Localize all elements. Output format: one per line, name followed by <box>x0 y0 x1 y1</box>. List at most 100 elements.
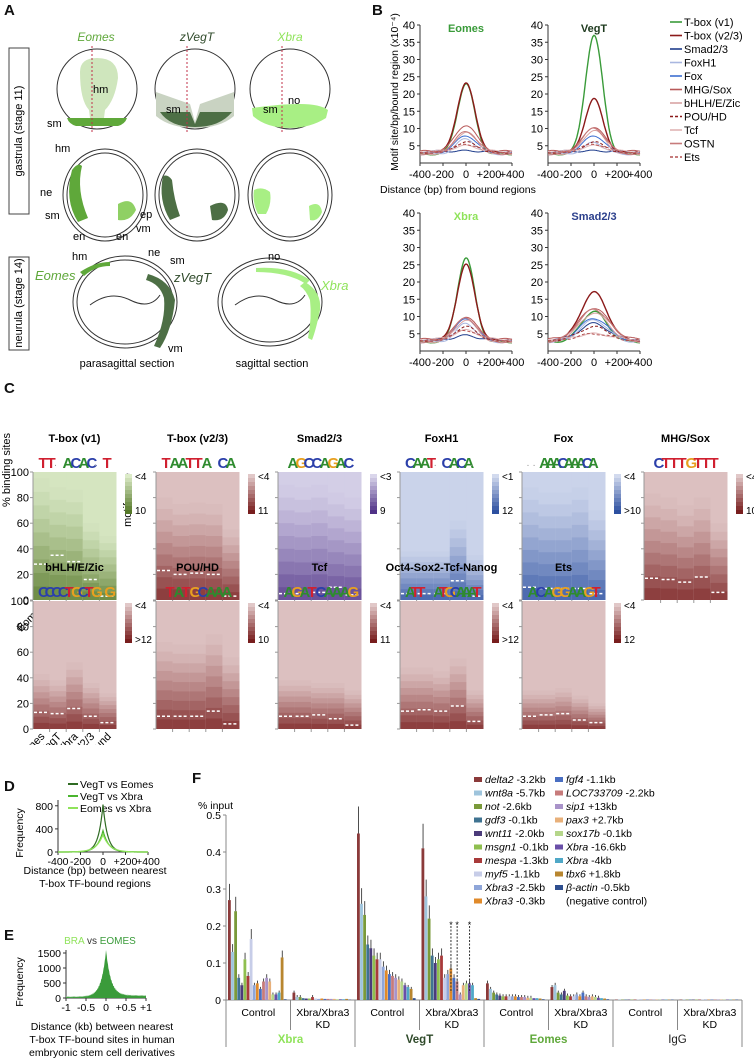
colorbar-step <box>370 619 377 623</box>
y-tick-label: 5 <box>409 329 415 341</box>
x-tick-label: -400 <box>409 357 431 369</box>
colorbar-step <box>614 498 621 502</box>
gastrula-stage-label: gastrula (stage 11) <box>13 86 25 177</box>
heatmap-band <box>466 694 484 729</box>
heatmap-band <box>311 723 329 729</box>
heatmap-band <box>172 557 190 600</box>
heatmap-band <box>710 523 728 600</box>
heatmap-band <box>449 547 467 600</box>
y-tick-label: 40 <box>17 673 29 685</box>
heatmap-band <box>522 562 540 600</box>
x-tick-label: -200 <box>70 856 91 868</box>
heatmap-band <box>522 487 540 600</box>
series-line-tboxv23 <box>419 82 513 155</box>
svg-text:ep: ep <box>140 209 152 221</box>
legend-swatch <box>555 804 563 809</box>
colorbar-step <box>736 478 743 482</box>
heatmap-band <box>33 505 51 600</box>
colorbar-step <box>492 506 499 510</box>
heatmap-bg <box>189 472 207 600</box>
heatmap-band <box>294 537 312 600</box>
heatmap-band <box>222 576 240 600</box>
x-tick-label: -400 <box>47 856 68 868</box>
y-tick-label: 0.2 <box>206 921 221 933</box>
colorbar-step <box>614 482 621 486</box>
panel-b-xlabel: Distance (bp) from bound regions <box>380 184 536 196</box>
colorbar-step <box>125 482 132 486</box>
y-tick-label: 10 <box>403 124 415 136</box>
heatmap-band <box>66 699 84 729</box>
heatmap-band <box>327 504 345 600</box>
heatmap-band <box>172 710 190 729</box>
heatmap-band <box>588 540 606 600</box>
logo-letter: G <box>348 584 360 601</box>
heatmap-bg <box>555 472 573 600</box>
logo-letter: A <box>170 455 181 472</box>
significance-marker: * <box>455 920 459 930</box>
logo-letter: C <box>38 584 49 601</box>
condition-label: Xbra/Xbra3 <box>554 1007 607 1019</box>
colorbar-bottom-label: 10 <box>746 506 754 517</box>
heatmap-band <box>156 709 174 729</box>
heatmap-band <box>522 720 540 729</box>
heatmap-band <box>433 703 451 729</box>
y-tick-label: 5 <box>409 141 415 153</box>
bar <box>283 999 287 1000</box>
colorbar-step <box>125 623 132 627</box>
heatmap-band <box>344 497 362 600</box>
heatmap-band <box>433 697 451 729</box>
heatmap-band <box>449 582 467 600</box>
bar <box>477 998 481 1000</box>
significance-marker: * <box>449 920 453 930</box>
bar <box>510 996 514 1000</box>
heatmap-band <box>311 497 329 600</box>
heatmap-band <box>433 671 451 729</box>
heatmap-band <box>172 504 190 600</box>
heatmap-band <box>205 589 223 600</box>
series-line-eomes-vs-xbra <box>58 833 148 853</box>
heatmap-band <box>466 570 484 600</box>
heatmap-bg <box>433 601 451 729</box>
heatmap-band <box>222 665 240 729</box>
heatmap-band <box>449 529 467 600</box>
heatmap-band <box>571 706 589 729</box>
y-tick-label: 15 <box>403 294 415 306</box>
colorbar-step <box>370 482 377 486</box>
series-line-ets <box>419 330 512 342</box>
heatmap-bg <box>172 472 190 600</box>
heatmap-band <box>156 641 174 729</box>
colorbar-step <box>370 486 377 490</box>
y-tick-label: 35 <box>403 225 415 237</box>
colorbar-step <box>248 502 255 506</box>
bar <box>375 959 379 1000</box>
heatmap-band <box>538 720 556 729</box>
heatmap-band <box>571 512 589 600</box>
heatmap-band <box>99 721 117 729</box>
heatmap-band <box>189 700 207 729</box>
heatmap-band <box>416 694 434 729</box>
heatmap-band <box>294 524 312 600</box>
y-tick-label: 0 <box>23 595 29 607</box>
logo-letter: C <box>51 584 62 601</box>
heatmap-band <box>49 691 67 729</box>
panel-c-heatmaps: % binding sites motif score T-box (v1)TT… <box>1 433 754 745</box>
heatmap-band <box>588 570 606 600</box>
heatmap-band <box>400 715 418 729</box>
heatmap-band <box>466 565 484 600</box>
bar <box>538 998 542 1000</box>
colorbar-step <box>248 490 255 494</box>
heatmap-bg <box>205 472 223 600</box>
heatmap-band <box>222 560 240 600</box>
logo-letter: G <box>560 584 572 601</box>
heatmap-band <box>416 551 434 600</box>
heatmap-band <box>66 563 84 600</box>
colorbar-step <box>125 611 132 615</box>
heatmap-band <box>644 517 662 600</box>
y-tick-label: 20 <box>531 89 543 101</box>
heatmap-band <box>222 568 240 600</box>
heatmap-band <box>49 549 67 600</box>
y-tick-label: 25 <box>531 72 543 84</box>
heatmap-band <box>33 710 51 729</box>
heatmap-band <box>189 578 207 600</box>
